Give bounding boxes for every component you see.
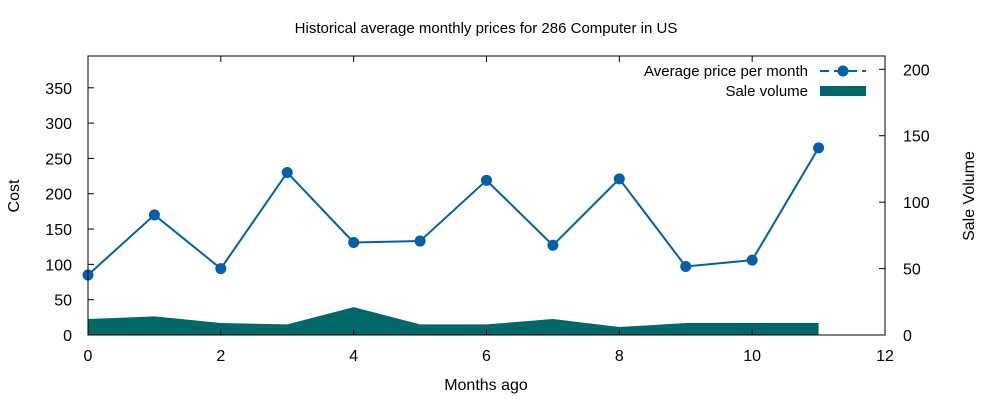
price-point xyxy=(281,167,293,179)
legend: Average price per month Sale volume xyxy=(644,63,866,100)
y2-tick-label: 50 xyxy=(903,262,921,279)
y2-tick-label: 100 xyxy=(903,195,930,212)
chart-title: Historical average monthly prices for 28… xyxy=(295,20,678,37)
price-point xyxy=(813,142,825,154)
price-point xyxy=(680,260,692,272)
y-tick-label: 250 xyxy=(45,151,72,168)
price-point xyxy=(746,254,758,266)
y-tick-label: 200 xyxy=(45,187,72,204)
price-point xyxy=(547,239,559,251)
price-point xyxy=(414,235,426,247)
y2-tick-label: 0 xyxy=(903,328,912,345)
y-axis-title: Cost xyxy=(6,179,23,212)
legend-swatch-price-marker xyxy=(837,65,849,77)
y-tick-label: 0 xyxy=(63,328,72,345)
x-axis-title: Months ago xyxy=(444,377,528,394)
sale-volume-area xyxy=(88,307,819,335)
legend-label-price: Average price per month xyxy=(644,63,808,80)
y-tick-label: 350 xyxy=(45,81,72,98)
x-tick-label: 0 xyxy=(84,348,93,365)
y-tick-label: 300 xyxy=(45,116,72,133)
price-point xyxy=(481,174,492,186)
x-tick-label: 6 xyxy=(482,348,491,365)
y-tick-label: 100 xyxy=(45,257,72,274)
price-point xyxy=(348,236,360,248)
x-tick-label: 2 xyxy=(216,348,225,365)
y-tick-label: 150 xyxy=(45,222,72,239)
x-tick-label: 4 xyxy=(349,348,358,365)
price-line xyxy=(87,147,820,276)
legend-swatch-volume xyxy=(820,86,866,96)
price-point xyxy=(215,263,227,275)
price-point xyxy=(148,209,160,221)
y2-tick-label: 200 xyxy=(903,62,930,79)
y-tick-label: 50 xyxy=(54,293,72,310)
x-tick-label: 8 xyxy=(615,348,624,365)
legend-label-volume: Sale volume xyxy=(725,83,808,100)
y2-tick-label: 150 xyxy=(903,129,930,146)
x-tick-label: 10 xyxy=(743,348,761,365)
y2-axis-title: Sale Volume xyxy=(961,151,978,241)
x-tick-label: 12 xyxy=(876,348,894,365)
price-point xyxy=(613,173,625,185)
